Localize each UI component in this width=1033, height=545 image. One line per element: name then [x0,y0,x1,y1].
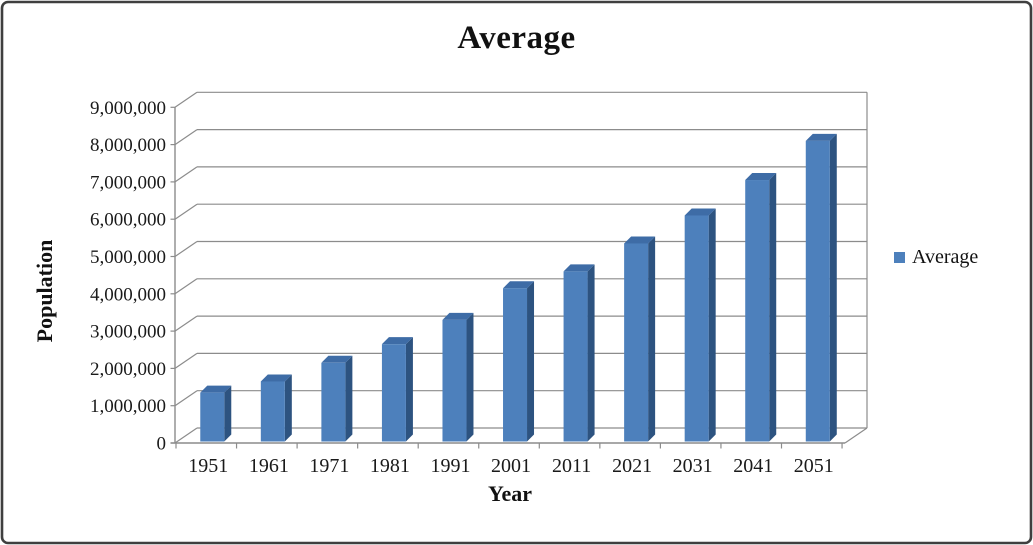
bar-top-2021 [624,236,656,244]
bar-top-1991 [442,312,474,320]
legend: Average [894,246,978,269]
legend-label: Average [912,246,979,268]
bar-side-1951 [224,385,232,442]
x-tick-label: 2001 [491,455,531,477]
x-tick-label: 2051 [794,455,834,477]
y-tick-label: 9,000,000 [90,98,166,119]
bar-2041 [745,180,770,442]
x-tick-label: 1961 [249,455,289,477]
gridline-depth-join [174,352,198,369]
bar-side-2001 [527,281,535,442]
x-axis-title: Year [488,481,532,506]
x-tick-label: 2011 [552,455,591,477]
y-axis-title: Population [32,239,57,343]
x-tick-label: 2031 [673,455,713,477]
bar-side-2021 [648,236,656,442]
x-tick-label: 1981 [370,455,410,477]
gridline-depth-join [174,315,198,332]
bar-2011 [563,271,588,442]
bar-side-2041 [769,173,777,442]
x-tick-label: 2041 [733,455,773,477]
gridline-depth-join [174,427,198,444]
bar-2021 [624,243,649,442]
gridline-depth-join [174,166,198,183]
gridline-depth-join [174,278,198,295]
x-tick-label: 2021 [612,455,652,477]
bar-top-2031 [684,208,716,216]
bar-1971 [321,362,346,442]
y-tick-label: 6,000,000 [90,210,166,231]
bar-side-2031 [708,208,716,442]
bar-2031 [684,215,709,442]
chart-title: Average [457,20,576,56]
bar-top-1961 [260,374,292,382]
floor-right-edge [844,427,868,444]
gridline-depth-join [174,129,198,146]
bar-side-1961 [284,374,292,442]
y-tick-label: 2,000,000 [90,359,166,380]
gridline-depth-join [174,203,198,220]
bar-top-2051 [805,133,837,141]
bar-top-1971 [321,355,353,363]
bar-side-1981 [405,337,413,442]
bar-top-2041 [745,173,777,181]
bar-side-1971 [345,355,353,442]
bar-side-2011 [587,264,595,442]
bar-1961 [260,381,285,442]
y-tick-label: 3,000,000 [90,322,166,343]
gridline-depth-join [174,91,198,108]
x-tick-label: 1971 [309,455,349,477]
bar-1991 [442,319,467,442]
y-tick-label: 7,000,000 [90,172,166,193]
bar-side-1991 [466,312,474,442]
bar-top-1981 [381,337,413,345]
y-tick-label: 1,000,000 [90,396,166,417]
x-tick-label: 1991 [430,455,470,477]
bar-top-1951 [200,385,232,393]
x-tick-label: 1951 [188,455,228,477]
legend-swatch [894,252,905,263]
gridline-depth-join [174,241,198,257]
gridline-depth-join [174,390,198,407]
bar-top-2001 [503,281,535,289]
y-tick-label: 5,000,000 [90,247,166,268]
y-tick-label: 8,000,000 [90,135,166,156]
bar-top-2011 [563,264,595,272]
bar-1951 [200,392,225,442]
y-tick-label: 4,000,000 [90,284,166,305]
bar-1981 [381,344,406,442]
bar-2051 [805,140,830,442]
bar-2001 [503,288,528,442]
bar-side-2051 [829,133,837,442]
y-tick-label: 0 [157,434,167,455]
